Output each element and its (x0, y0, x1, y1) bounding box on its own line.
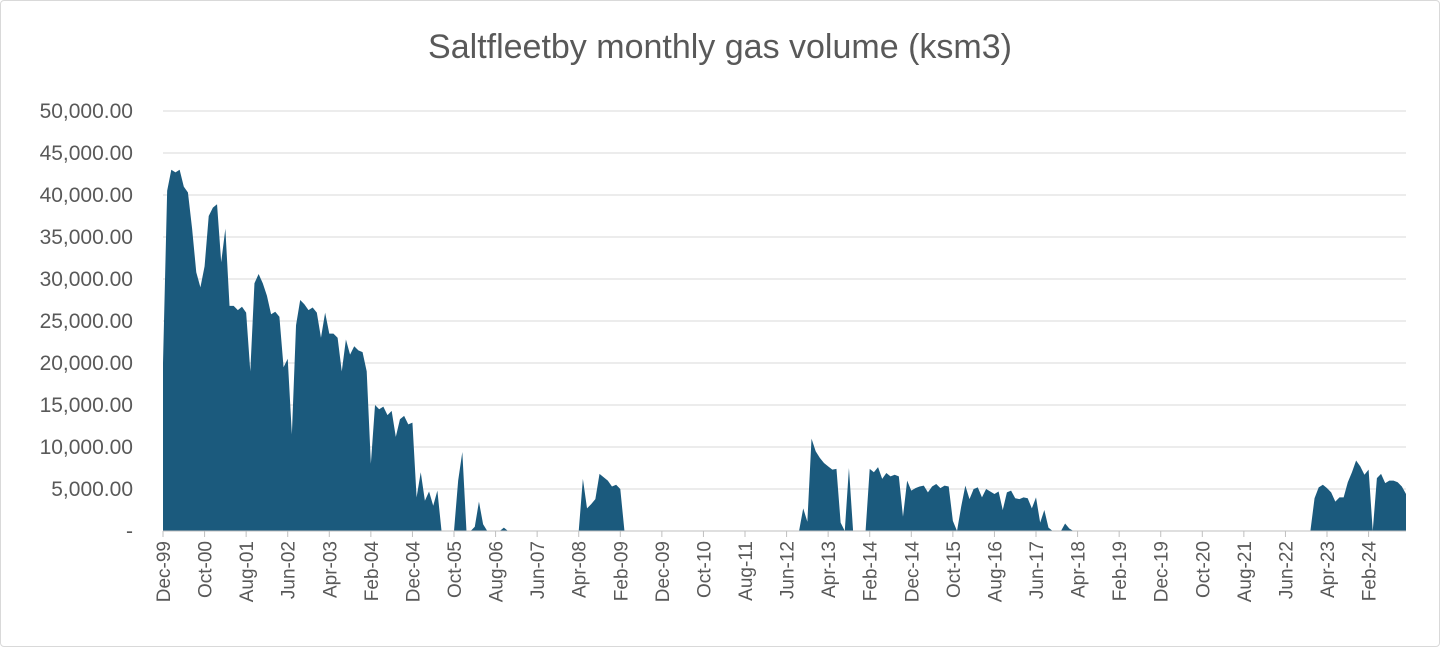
x-tick-label: Jun-02 (279, 541, 300, 599)
x-tick-label: Oct-05 (445, 541, 466, 598)
x-tick-label: Apr-18 (1069, 541, 1090, 598)
y-tick-label: 20,000.00 (40, 352, 133, 375)
y-tick-label: 30,000.00 (40, 268, 133, 291)
x-tick-label: Apr-23 (1318, 541, 1339, 598)
x-tick-label: Oct-15 (944, 541, 965, 598)
series-area (163, 169, 1406, 532)
y-tick-label: 15,000.00 (40, 394, 133, 417)
x-tick-label: Oct-10 (694, 541, 715, 598)
x-tick-label: Dec-99 (154, 541, 175, 602)
y-tick-label: 40,000.00 (40, 184, 133, 207)
y-axis-tick-labels: - 5,000.00 10,000.00 15,000.00 20,000.00 25,0… (40, 100, 133, 543)
y-tick-label: 10,000.00 (40, 436, 133, 459)
x-tick-label: Oct-20 (1193, 541, 1214, 598)
x-tick-label: Dec-19 (1152, 541, 1173, 602)
x-tick-label: Jun-22 (1276, 541, 1297, 599)
x-tick-label: Aug-11 (736, 541, 757, 601)
chart-title: Saltfleetby monthly gas volume (ksm3) (428, 28, 1012, 66)
x-tick-label: Aug-01 (237, 541, 258, 602)
y-tick-label: 25,000.00 (40, 310, 133, 333)
x-tick-label: Dec-04 (403, 541, 424, 603)
series-area-path (163, 169, 1406, 532)
x-tick-label: Dec-09 (653, 541, 674, 602)
x-tick-label: Apr-13 (819, 541, 840, 598)
y-tick-label: - (126, 520, 133, 543)
gridlines (163, 110, 1406, 490)
y-tick-label: 5,000.00 (51, 478, 133, 501)
x-tick-label: Jun-07 (528, 541, 549, 599)
x-tick-label: Aug-21 (1235, 541, 1256, 602)
x-axis-tick-labels: Dec-99 Oct-00 Aug-01 Jun-02 Apr-03 Feb-04 Dec-… (154, 541, 1381, 603)
x-tick-label: Oct-00 (196, 541, 217, 598)
x-tick-label: Apr-08 (570, 541, 591, 598)
x-tick-label: Feb-09 (611, 541, 632, 601)
x-tick-label: Feb-19 (1110, 541, 1131, 601)
x-tick-label: Feb-14 (861, 541, 882, 602)
x-axis (162, 530, 1406, 537)
y-tick-label: 35,000.00 (40, 226, 133, 249)
x-tick-label: Aug-16 (985, 541, 1006, 602)
x-tick-label: Dec-14 (902, 541, 923, 603)
y-tick-label: 45,000.00 (40, 142, 133, 165)
x-tick-label: Apr-03 (320, 541, 341, 598)
x-tick-label: Feb-24 (1360, 541, 1381, 602)
x-tick-label: Jun-17 (1027, 541, 1048, 599)
x-tick-label: Aug-06 (487, 541, 508, 602)
x-tick-label: Feb-04 (362, 541, 383, 602)
x-tick-label: Jun-12 (778, 541, 799, 599)
y-tick-label: 50,000.00 (40, 100, 133, 123)
